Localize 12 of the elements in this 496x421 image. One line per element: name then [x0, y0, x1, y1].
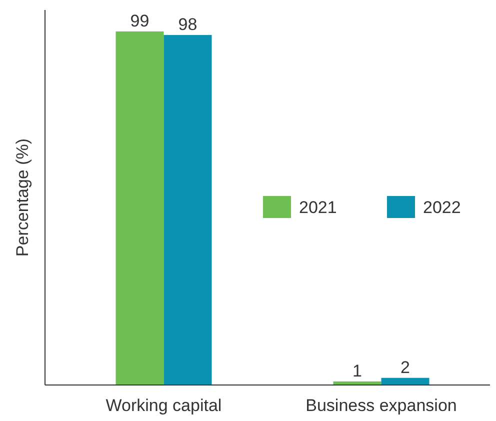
bar — [116, 31, 164, 385]
y-axis-title: Percentage (%) — [13, 138, 32, 257]
data-label: 98 — [178, 15, 198, 34]
data-label: 2 — [400, 358, 410, 377]
data-label: 99 — [130, 11, 150, 30]
data-label: 1 — [352, 361, 362, 380]
x-tick-label: Working capital — [106, 396, 222, 415]
x-tick-label: Business expansion — [306, 396, 457, 415]
legend-label: 2022 — [423, 198, 461, 217]
bar — [164, 35, 212, 385]
legend-label: 2021 — [299, 198, 337, 217]
bar — [381, 378, 430, 385]
